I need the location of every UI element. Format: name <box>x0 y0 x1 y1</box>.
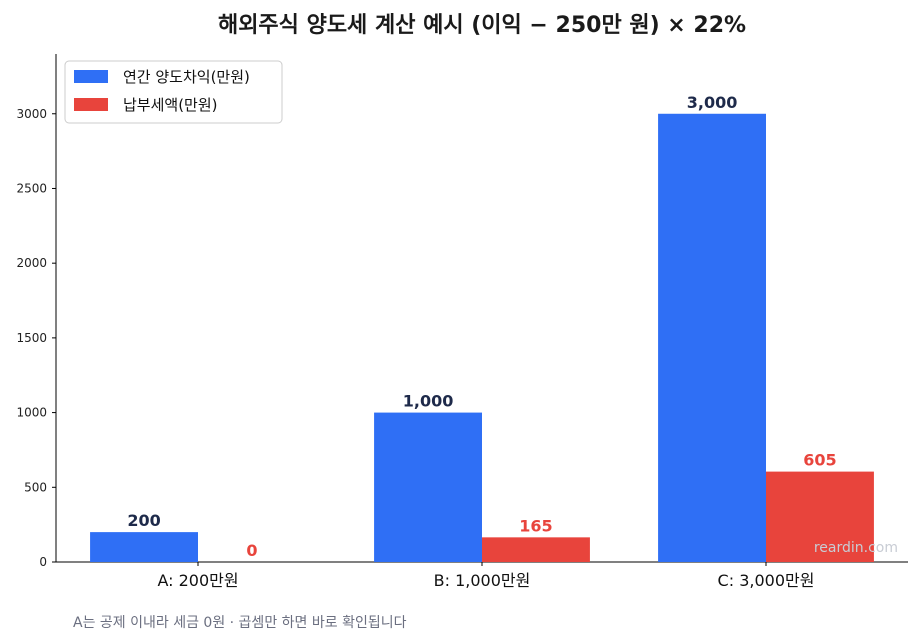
bar <box>766 471 874 562</box>
data-label: 165 <box>519 516 552 535</box>
y-tick-label: 500 <box>24 480 47 494</box>
legend-swatch <box>74 98 108 111</box>
y-tick-label: 2500 <box>16 181 47 195</box>
data-label: 3,000 <box>687 93 738 112</box>
y-tick-label: 3000 <box>16 107 47 121</box>
bars: 200 0 1,000 165 3,000 605 <box>90 93 874 562</box>
legend: 연간 양도차익(만원) 납부세액(만원) <box>64 60 283 124</box>
bar <box>482 537 590 562</box>
y-tick-label: 2000 <box>16 256 47 270</box>
y-tick-label: 0 <box>39 555 47 569</box>
bar <box>90 532 198 562</box>
bar <box>374 412 482 562</box>
legend-box <box>64 60 283 124</box>
legend-label: 연간 양도차익(만원) <box>123 68 250 86</box>
watermark: reardin.com <box>814 540 898 556</box>
footnote: A는 공제 이내라 세금 0원 · 곱셈만 하면 바로 확인됩니다 <box>73 615 407 631</box>
x-tick-label: A: 200만원 <box>157 571 238 590</box>
data-label: 200 <box>127 511 160 530</box>
chart-title: 해외주식 양도세 계산 예시 (이익 − 250만 원) × 22% <box>218 13 746 38</box>
x-tick-label: B: 1,000만원 <box>434 571 531 590</box>
y-tick-label: 1500 <box>16 331 47 345</box>
data-label: 605 <box>803 451 836 470</box>
data-label: 0 <box>246 541 257 560</box>
bar <box>658 113 766 562</box>
legend-label: 납부세액(만원) <box>123 96 218 114</box>
data-label: 1,000 <box>403 392 454 411</box>
legend-swatch <box>74 70 108 83</box>
y-tick-label: 1000 <box>16 406 47 420</box>
x-tick-label: C: 3,000만원 <box>718 571 815 590</box>
